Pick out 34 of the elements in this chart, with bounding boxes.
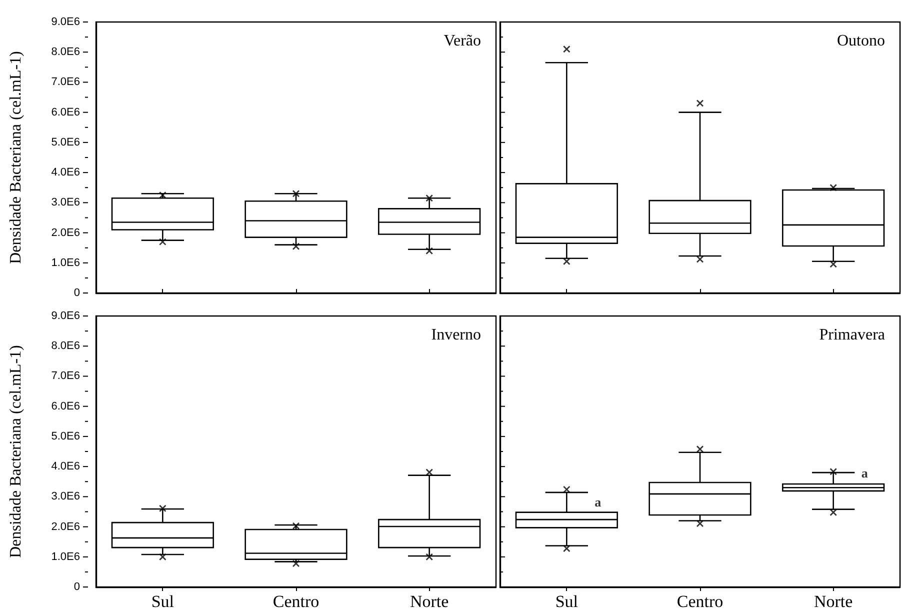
y-axis-title: Densidade Bacteriana (cel.mL-1) (8, 51, 24, 264)
text: Verão (444, 32, 481, 50)
y-tick-label: 1.0E6 (51, 550, 80, 563)
y-tick-label: 4.0E6 (51, 166, 80, 179)
y-tick-label: 7.0E6 (51, 370, 80, 382)
x-tick-label: Centro (272, 592, 320, 611)
y-tick-label: 2.0E6 (51, 226, 80, 239)
y-tick-label: 1.0E6 (51, 256, 80, 269)
y-tick-label: 3.0E6 (51, 196, 80, 209)
y-axis-title: Densidade Bacteriana (cel.mL-1) (8, 345, 24, 558)
y-tick-label: 9.0E6 (51, 16, 80, 28)
y-tick-label: 5.0E6 (51, 136, 80, 148)
x-tick-label: Norte (814, 592, 853, 611)
x-tick-label: Sul (151, 592, 174, 611)
x-tick-label: Sul (555, 592, 578, 611)
y-tick-label: 5.0E6 (51, 430, 80, 442)
y-tick-label: 7.0E6 (51, 76, 80, 88)
y-tick-label: 8.0E6 (51, 46, 80, 58)
y-tick-label: 3.0E6 (51, 490, 80, 503)
text: Primavera (819, 326, 885, 344)
annotation: a (594, 494, 602, 510)
text: Inverno (431, 326, 482, 344)
y-tick-label: 0 (74, 581, 80, 593)
y-tick-label: 6.0E6 (51, 400, 80, 412)
y-tick-label: 2.0E6 (51, 520, 80, 533)
y-tick-label: 0 (74, 287, 80, 299)
y-tick-label: 4.0E6 (51, 460, 80, 473)
y-tick-label: 9.0E6 (51, 310, 80, 322)
y-tick-label: 6.0E6 (51, 106, 80, 118)
annotation: a (861, 466, 868, 481)
text: Outono (837, 32, 885, 50)
y-tick-label: 8.0E6 (51, 340, 80, 352)
x-tick-label: Centro (676, 592, 724, 611)
x-tick-label: Norte (410, 592, 449, 611)
